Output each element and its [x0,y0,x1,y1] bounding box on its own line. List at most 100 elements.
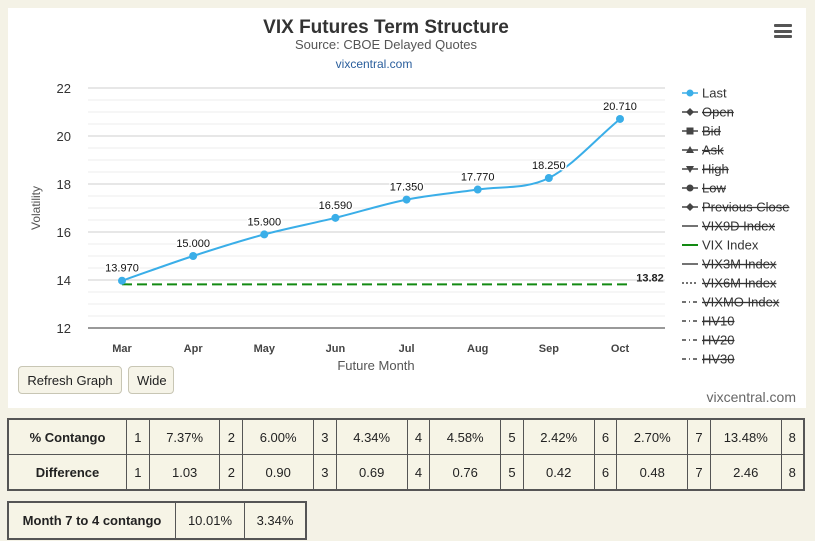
legend-item-label[interactable]: HV10 [702,314,735,329]
month-contango-table: Month 7 to 4 contango 10.01% 3.34% [7,501,307,540]
x-tick-label: Sep [539,343,559,355]
legend-item-label[interactable]: VIX6M Index [702,276,777,291]
chart-panel: VIX Futures Term Structure Source: CBOE D… [8,8,806,408]
legend-item-label[interactable]: HV20 [702,333,735,348]
legend-item-label[interactable]: VIXMO Index [702,295,780,310]
contango-month-index: 8 [780,454,805,491]
contango-cell-value: 4.34% [335,418,408,455]
contango-month-index: 7 [687,454,711,491]
contango-month-index: 1 [125,454,150,491]
legend-marker [686,89,694,97]
contango-cell-value: 2.46 [709,454,782,491]
chart-source-link: vixcentral.com [336,57,413,71]
contango-table-row: Difference 1 1.03 2 0.90 3 0.69 4 0.76 5 0.42 6 0.48… [7,454,805,491]
legend-item-label[interactable]: Last [702,86,727,101]
contango-month-index: 1 [125,418,150,455]
legend-item-label[interactable]: Bid [702,124,721,139]
data-point [402,195,411,204]
y-tick-label: 22 [57,81,71,96]
contango-month-index: 3 [312,418,337,455]
contango-cell-value: 6.00% [242,418,314,455]
y-axis-title: Volatility [29,186,43,230]
contango-month-index: 3 [312,454,337,491]
data-point [616,114,624,123]
data-point [473,185,482,194]
contango-cell-value: 13.48% [709,418,782,455]
x-tick-label: Mar [112,343,132,355]
chart-title: VIX Futures Term Structure [263,17,509,38]
y-tick-label: 16 [57,225,71,240]
contango-cell-value: 7.37% [148,418,221,455]
x-tick-label: Oct [611,343,630,355]
y-tick-label: 18 [57,177,71,192]
x-tick-label: Jul [399,343,415,355]
legend-item-label[interactable]: HV30 [702,352,735,367]
menu-icon[interactable] [774,24,792,38]
month-contango-label: Month 7 to 4 contango [7,501,176,540]
legend-item-label[interactable]: Ask [702,143,724,158]
month-contango-value: 10.01% [175,501,245,540]
legend-item-label[interactable]: VIX3M Index [702,257,777,272]
contango-month-index: 7 [687,418,711,455]
data-label: 18.250 [532,160,566,172]
contango-month-index: 8 [780,418,805,455]
chart-subtitle: Source: CBOE Delayed Quotes [295,37,478,52]
contango-cell-value: 2.42% [522,418,595,455]
legend-marker [686,108,694,116]
data-label: 17.350 [390,182,424,194]
legend-marker [686,127,694,135]
refresh-graph-button[interactable]: Refresh Graph [18,366,122,394]
month-contango-value: 3.34% [244,501,307,540]
legend-marker [686,203,694,211]
contango-month-index: 6 [593,454,618,491]
legend-item-label[interactable]: Low [702,181,726,196]
contango-cell-value: 4.58% [429,418,502,455]
y-tick-label: 12 [57,321,71,336]
contango-table: % Contango 1 7.37% 2 6.00% 3 4.34% 4 4.58% 5 2.42%… [7,418,805,491]
legend-item-label[interactable]: VIX Index [702,238,759,253]
legend-marker [686,146,694,153]
x-tick-label: Jun [326,343,346,355]
contango-month-index: 4 [406,454,431,491]
legend-item-label[interactable]: VIX9D Index [702,219,775,234]
data-point [260,230,269,239]
data-label: 20.710 [603,101,637,113]
data-point [189,252,198,260]
wide-button[interactable]: Wide [128,366,174,394]
contango-month-index: 2 [219,454,244,491]
x-tick-label: Aug [467,343,488,355]
legend-marker [686,166,694,173]
data-point [118,276,126,285]
contango-table-row: % Contango 1 7.37% 2 6.00% 3 4.34% 4 4.58% 5 2.42%… [7,418,805,455]
data-label: 15.000 [176,238,210,250]
data-point [544,174,553,182]
chart-credit: vixcentral.com [706,389,796,405]
contango-cell-value: 0.48 [616,454,689,491]
data-label: 13.970 [105,263,139,275]
contango-month-index: 6 [593,418,618,455]
y-tick-label: 14 [57,273,71,288]
contango-cell-value: 0.76 [429,454,502,491]
contango-cell-value: 0.90 [242,454,314,491]
data-label: 16.590 [319,200,353,212]
y-tick-label: 20 [57,129,71,144]
contango-cell-value: 0.42 [522,454,595,491]
legend-item-label[interactable]: High [702,162,729,177]
contango-cell-value: 0.69 [335,454,408,491]
data-label: 17.770 [461,172,495,184]
data-point [331,213,340,222]
x-tick-label: May [254,343,276,355]
x-tick-label: Apr [184,343,204,355]
month-contango-row: Month 7 to 4 contango 10.01% 3.34% [7,501,307,540]
contango-month-index: 4 [406,418,431,455]
x-axis-title: Future Month [337,358,414,373]
data-label: 15.900 [247,216,281,228]
contango-month-index: 5 [500,454,524,491]
vix-index-label: 13.82 [636,272,664,284]
contango-cell-value: 1.03 [148,454,221,491]
legend-marker [686,184,694,192]
legend-item-label[interactable]: Previous Close [702,200,789,215]
legend-item-label[interactable]: Open [702,105,734,120]
contango-row-label: % Contango [7,418,127,455]
